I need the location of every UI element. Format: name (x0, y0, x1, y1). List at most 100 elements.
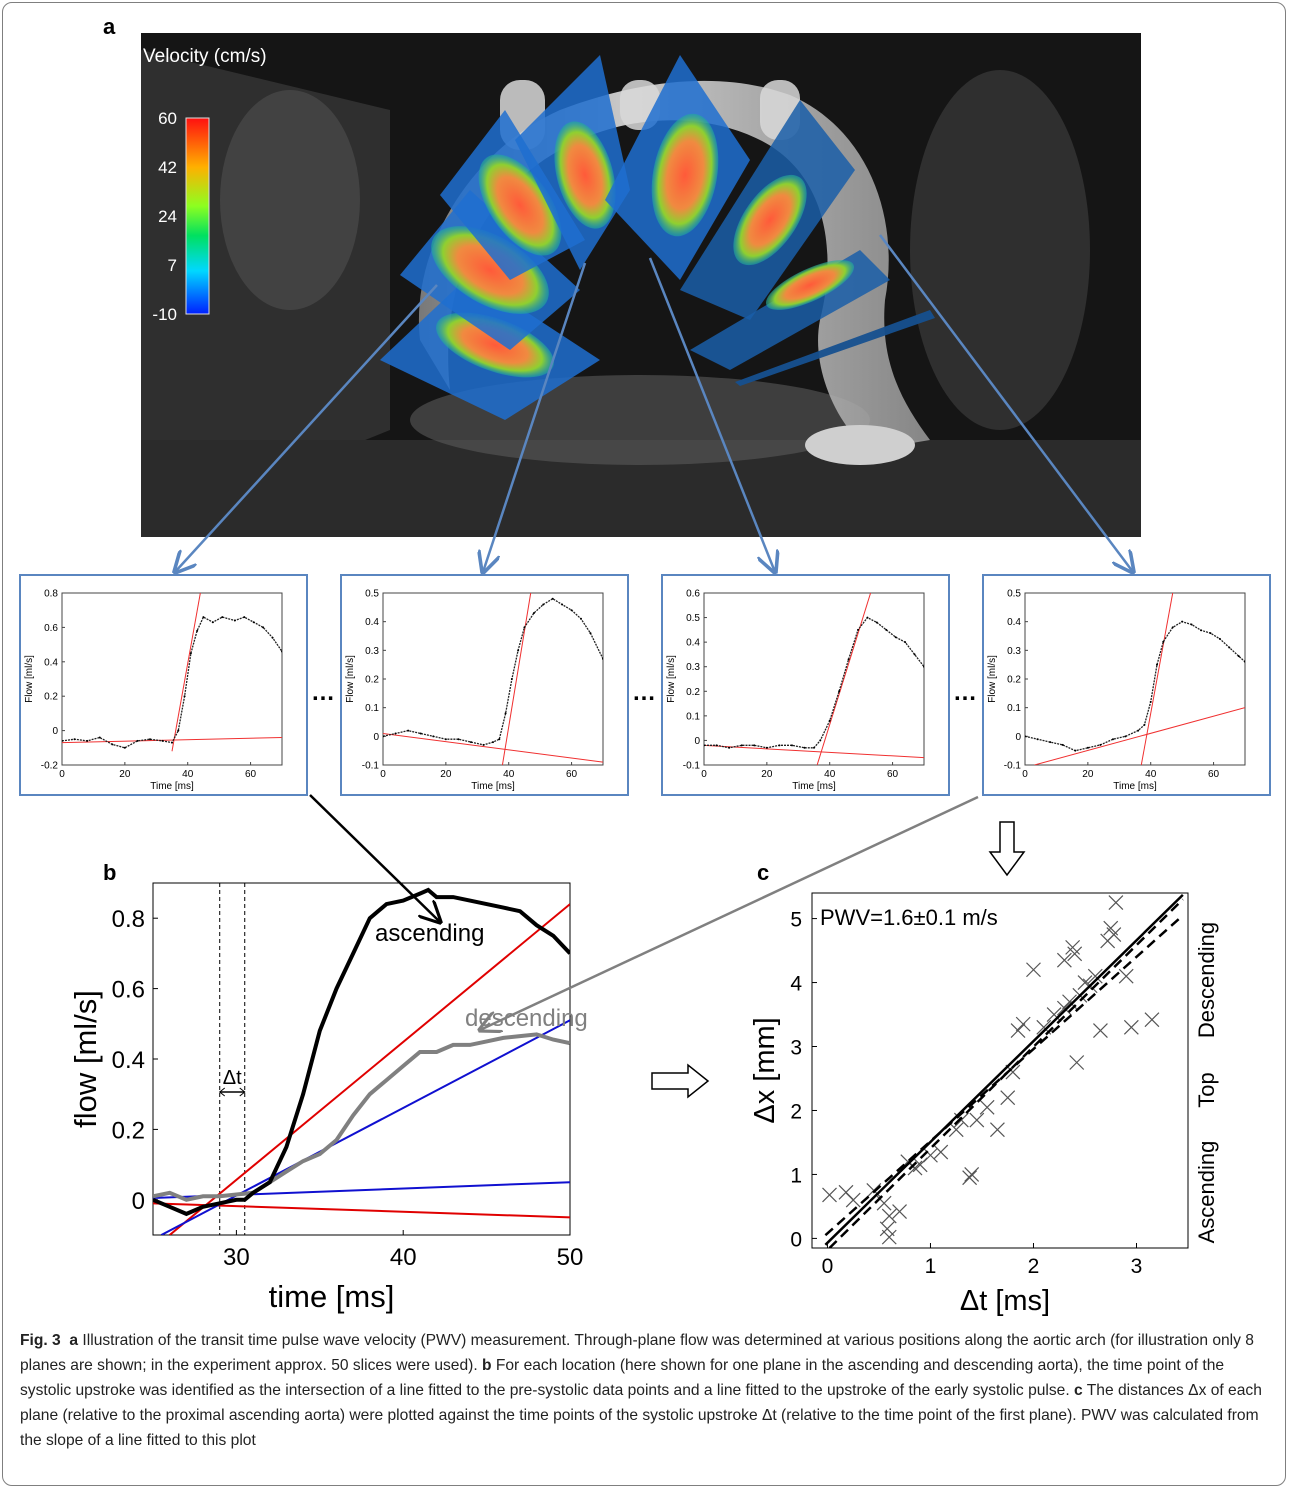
small-plot-point (704, 744, 705, 747)
panel-b-delta-arrowhead (239, 1087, 246, 1097)
small-plot-ytick-label: 0.4 (686, 638, 700, 649)
caption-fig-label: Fig. 3 (20, 1332, 61, 1349)
small-plot-point (1049, 741, 1052, 744)
small-plot-xtick-label: 40 (503, 769, 515, 780)
small-plot-point (492, 741, 494, 744)
small-plot-frame (982, 574, 1271, 796)
plane-arrow (175, 284, 438, 572)
small-plot-ytick-label: 0.4 (44, 657, 58, 668)
figure-caption: Fig. 3 a Illustration of the transit tim… (20, 1328, 1265, 1453)
small-plot-ytick-label: 0.5 (365, 589, 379, 600)
small-plot-fit-line (501, 593, 532, 765)
small-plot-point (580, 617, 582, 620)
panel-b-ytick-label: 0.8 (112, 906, 145, 933)
small-plot-ytick-label: -0.2 (41, 761, 59, 772)
small-plot-point (1149, 700, 1152, 703)
small-plot-point (252, 621, 255, 624)
panel-b-xlabel: time [ms] (269, 1279, 395, 1314)
small-plot-xtick-label: 60 (887, 769, 899, 780)
flow-spot (436, 312, 554, 378)
small-plot-point (233, 619, 236, 622)
panel-c-point (1144, 1012, 1160, 1028)
small-plot-content (704, 593, 924, 765)
caption-b-text: For each location (here shown for one pl… (20, 1357, 1225, 1399)
panel-c-point (948, 1122, 964, 1138)
small-plot-ytick-label: 0 (52, 726, 58, 737)
small-plot-point (189, 652, 192, 655)
small-plot-fit-line (171, 593, 201, 752)
small-plot-point (602, 657, 603, 660)
panel-c-point (1046, 1007, 1062, 1022)
panel-c-point (1106, 927, 1122, 943)
panel-b-fit-line (153, 1202, 570, 1219)
small-plot-frame (19, 574, 308, 796)
panel-b-ascending-label: ascending (375, 920, 484, 947)
small-plot-point (196, 629, 199, 632)
small-plot-point (1200, 629, 1202, 632)
small-plot-ytick-label: 0.6 (44, 623, 58, 634)
small-plot-point (211, 621, 214, 624)
panel-c-content (822, 894, 1184, 1248)
small-plot-point (1244, 660, 1245, 663)
small-plot-ytick-label: 0.6 (686, 589, 700, 600)
small-plot-point (1112, 738, 1114, 741)
small-plot-point (740, 744, 743, 747)
small-plot-ytick-label: 0.8 (44, 589, 58, 600)
colorbar-ticks: 60 42 24 7 -10 (152, 109, 177, 324)
panel-c-point (1123, 1019, 1139, 1035)
colorbar-gradient (185, 117, 210, 315)
panel-c-point (845, 1192, 861, 1208)
panel-b-ytick-label: 0 (132, 1188, 145, 1215)
small-plot-ylabel: Flow [ml/s] (987, 655, 998, 703)
flow-spot (733, 174, 807, 266)
small-plot-point (1156, 663, 1158, 666)
small-plot-xtick-label: 60 (245, 769, 257, 780)
plot-separator: … (311, 679, 335, 706)
small-plot-point (517, 649, 520, 652)
small-plot-xtick-label: 0 (701, 769, 707, 780)
plane-arrow (648, 257, 775, 572)
small-plot-point (857, 628, 859, 631)
small-plot-fit-line (383, 732, 603, 763)
panel-b-fit-line (169, 903, 570, 1235)
small-plot-ytick-label: 0 (373, 732, 379, 743)
small-plot-point (803, 746, 806, 749)
panel-c-point (1067, 946, 1083, 962)
panel-c-ytick-label: 1 (790, 1164, 802, 1187)
small-plot-point (419, 732, 422, 735)
small-plot-ytick-label: -0.1 (683, 761, 701, 772)
panel-c-xtick-label: 2 (1028, 1255, 1040, 1278)
panel-c-side-label: Ascending (1194, 1141, 1219, 1244)
colorbar-tick-label: 42 (158, 158, 177, 177)
panel-c-point (1000, 1090, 1016, 1106)
right-hollow-arrow (651, 1063, 710, 1099)
small-plot-content (62, 593, 282, 752)
mri-blob (910, 70, 1090, 430)
small-plot-ytick-label: 0.2 (686, 687, 700, 698)
small-plot-point (813, 746, 815, 749)
panel-c-ytick-label: 5 (790, 909, 802, 932)
panel-c-point (979, 1099, 995, 1115)
small-plot-point (457, 738, 460, 741)
small-plot-point (470, 741, 472, 744)
small-plot-point (1218, 637, 1221, 640)
panel-c-point (1015, 1016, 1031, 1032)
panel-c-point (881, 1229, 897, 1245)
small-plot-xtick-label: 40 (824, 769, 836, 780)
small-plot-point (1181, 620, 1184, 623)
panel-c-pwv-label: PWV=1.6±0.1 m/s (820, 905, 998, 930)
small-plot-point (1237, 655, 1240, 658)
small-plot-point (542, 603, 545, 606)
small-plot-axes (61, 592, 283, 766)
panel-c-point (1010, 1023, 1026, 1038)
small-plot-point (923, 665, 924, 668)
connector-arrow-ascending (309, 794, 440, 922)
small-plot-ylabel: Flow [ml/s] (345, 655, 356, 703)
caption-c-label: c (1074, 1382, 1083, 1399)
